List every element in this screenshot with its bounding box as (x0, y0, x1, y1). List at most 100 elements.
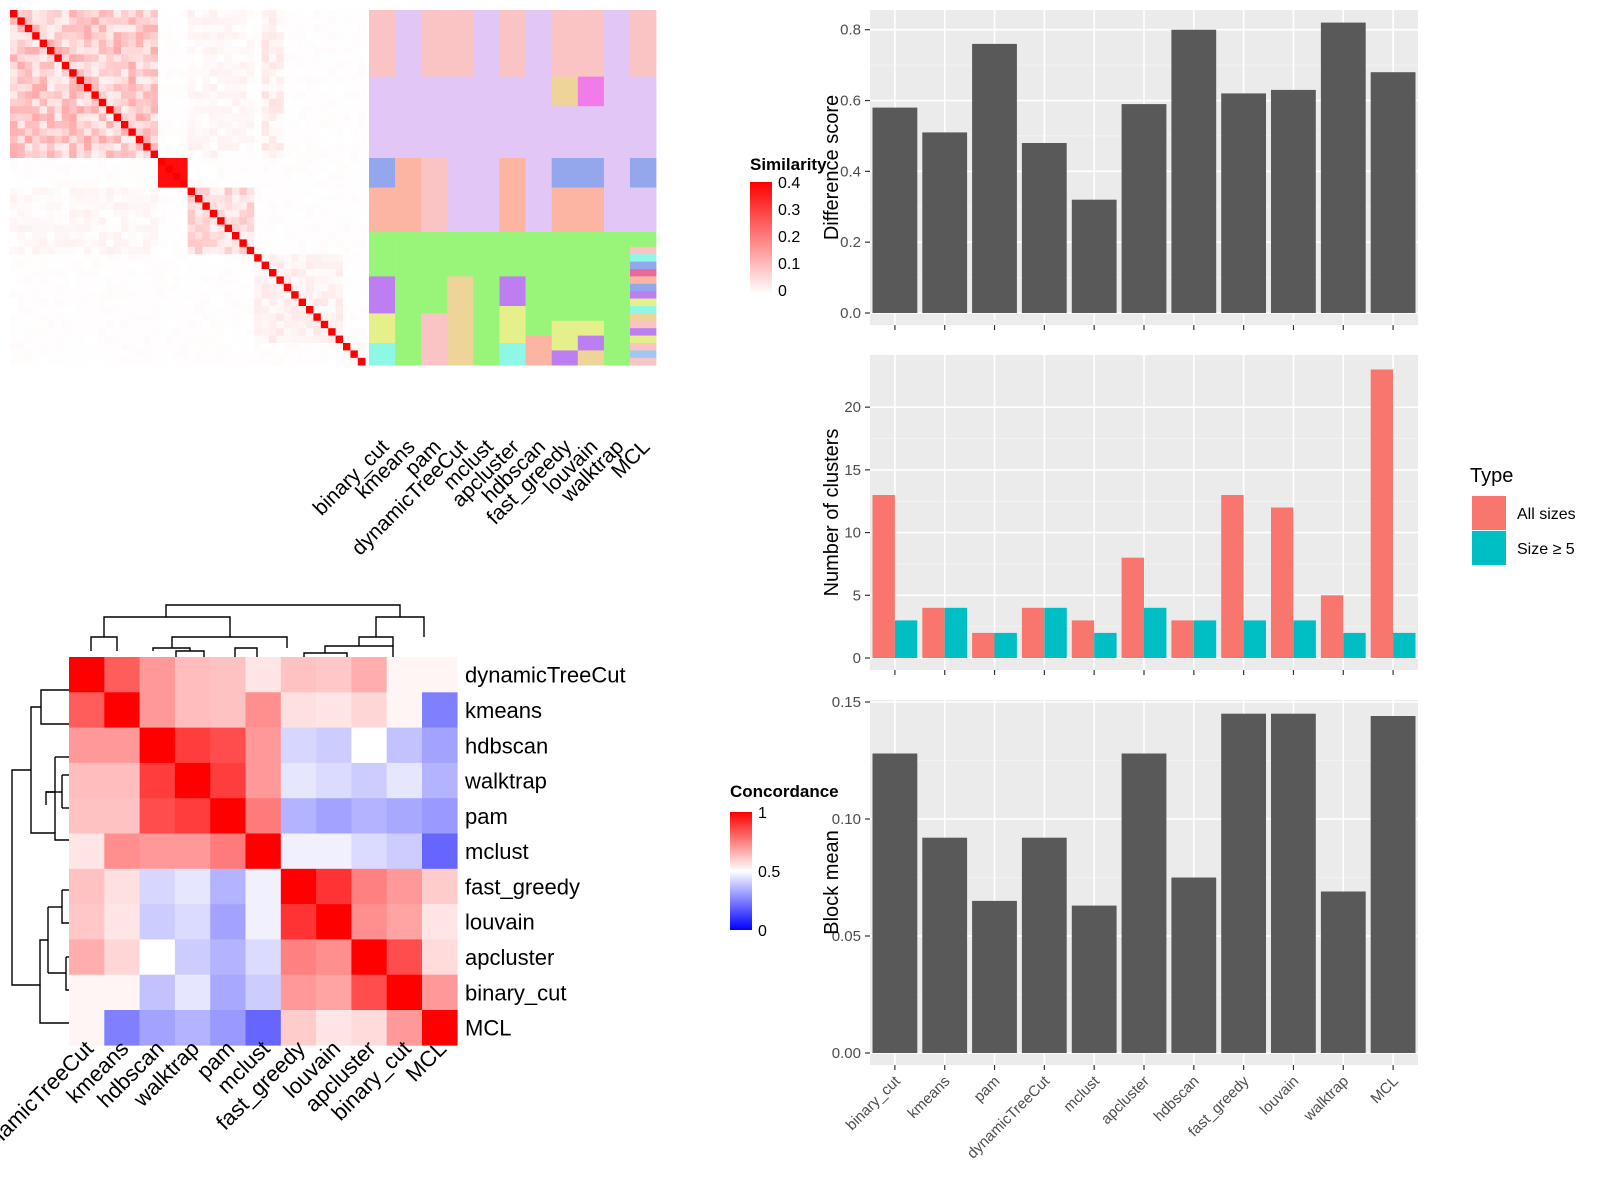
similarity-cell (69, 113, 77, 122)
similarity-cell (39, 47, 48, 55)
similarity-cell (84, 113, 92, 122)
similarity-cell (128, 239, 137, 248)
similarity-cell (306, 217, 314, 225)
similarity-cell (357, 180, 366, 188)
similarity-cell (61, 172, 70, 181)
similarity-cell (306, 261, 314, 270)
similarity-cell (180, 17, 188, 26)
partition-matrix: binary_cutkmeanspamdynamicTreeCutmclusta… (309, 10, 657, 560)
similarity-cell (10, 10, 18, 18)
similarity-cell (128, 328, 137, 336)
similarity-cell (232, 269, 240, 277)
similarity-cell (195, 276, 203, 285)
similarity-cell (47, 313, 55, 322)
similarity-cell (313, 261, 322, 270)
similarity-cell (209, 291, 218, 299)
partition-segment (630, 269, 657, 277)
similarity-cell (121, 69, 129, 77)
similarity-cell (98, 91, 107, 100)
similarity-cell (187, 276, 196, 285)
similarity-cell (84, 172, 92, 181)
partition-segment (630, 246, 657, 255)
similarity-cell (209, 135, 218, 144)
similarity-cell (261, 76, 270, 85)
similarity-cell (224, 276, 233, 285)
partition-segment (630, 187, 657, 233)
similarity-cell (335, 76, 344, 85)
similarity-cell (165, 276, 174, 285)
similarity-cell (261, 91, 270, 100)
similarity-cell (150, 143, 159, 151)
similarity-cell (239, 328, 248, 336)
similarity-cell (350, 135, 359, 144)
bar-size-ge-5 (894, 620, 918, 658)
partition-segment (630, 328, 657, 336)
similarity-cell (350, 291, 359, 299)
similarity-cell (180, 143, 188, 151)
similarity-cell (350, 54, 359, 63)
similarity-cell (246, 224, 255, 233)
similarity-cell (357, 150, 366, 159)
similarity-cell (239, 143, 248, 151)
partition-segment (603, 158, 631, 233)
similarity-cell (158, 187, 166, 196)
similarity-cell (54, 320, 63, 329)
similarity-cell (291, 150, 299, 159)
similarity-cell (91, 158, 100, 166)
similarity-cell (84, 313, 92, 322)
similarity-cell (246, 239, 255, 248)
similarity-cell (61, 158, 70, 166)
similarity-cell (54, 261, 63, 270)
similarity-cell (24, 17, 33, 26)
similarity-cell (135, 343, 144, 351)
bar-all-sizes (872, 495, 895, 658)
similarity-cell (158, 239, 166, 248)
concordance-cell (280, 657, 317, 693)
similarity-cell (217, 328, 225, 336)
concordance-cell (210, 727, 246, 764)
similarity-cell (150, 335, 159, 344)
concordance-cell (174, 868, 211, 905)
similarity-cell (224, 172, 233, 181)
similarity-cell (276, 209, 285, 218)
similarity-cell (306, 39, 314, 48)
similarity-cell (320, 320, 329, 329)
similarity-cell (150, 47, 159, 55)
partition-segment (369, 187, 396, 233)
similarity-cell (10, 209, 18, 218)
similarity-cell (306, 106, 314, 114)
similarity-cell (232, 17, 240, 26)
similarity-cell (113, 298, 122, 307)
similarity-cell (217, 165, 225, 174)
similarity-cell (39, 121, 48, 129)
similarity-cell (158, 91, 166, 100)
similarity-cell (224, 313, 233, 322)
similarity-cell (135, 202, 144, 211)
similarity-cell (357, 306, 366, 314)
similarity-cell (158, 143, 166, 151)
similarity-cell (76, 84, 85, 92)
concordance-cell (422, 904, 458, 940)
similarity-cell (172, 202, 181, 211)
concordance-cell (104, 904, 140, 940)
similarity-cell (91, 269, 100, 277)
similarity-cell (98, 313, 107, 322)
similarity-cell (150, 165, 159, 174)
concordance-cell (139, 727, 176, 764)
concordance-cell (69, 868, 105, 905)
similarity-cell (232, 54, 240, 63)
similarity-cell (269, 269, 277, 277)
similarity-cell (328, 350, 336, 359)
concordance-cell (280, 727, 317, 764)
similarity-legend-tick: 0 (778, 283, 787, 300)
similarity-cell (269, 143, 277, 151)
similarity-cell (343, 328, 351, 336)
similarity-cell (328, 335, 336, 344)
similarity-cell (195, 143, 203, 151)
similarity-cell (306, 246, 314, 255)
similarity-cell (172, 246, 181, 255)
similarity-cell (69, 172, 77, 181)
similarity-cell (313, 291, 322, 299)
similarity-cell (357, 269, 366, 277)
bar-size-ge-5 (1343, 632, 1366, 658)
